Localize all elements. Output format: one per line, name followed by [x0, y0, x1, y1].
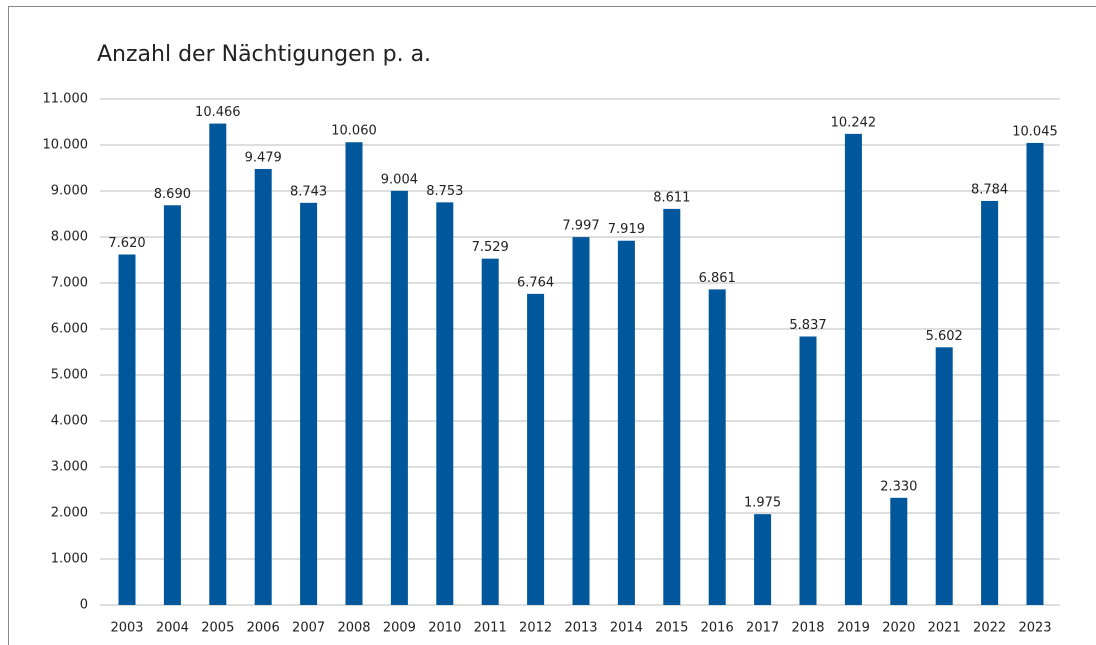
bar: [527, 293, 545, 605]
value-label: 7.529: [472, 240, 509, 255]
x-tick-label: 2013: [564, 621, 597, 636]
value-label: 7.997: [562, 219, 599, 234]
x-tick-label: 2008: [337, 621, 370, 636]
y-tick-label: 10.000: [43, 138, 89, 153]
x-tick-label: 2018: [791, 621, 824, 636]
value-label: 8.611: [653, 190, 690, 205]
bar: [390, 190, 408, 606]
y-tick-label: 11.000: [43, 92, 89, 107]
y-tick-label: 5.000: [51, 368, 88, 383]
x-tick-label: 2017: [746, 621, 779, 636]
y-tick-label: 6.000: [51, 322, 88, 337]
value-label: 9.004: [381, 172, 418, 187]
value-label: 2.330: [880, 479, 917, 494]
value-label: 7.919: [608, 222, 645, 237]
y-tick-label: 7.000: [51, 276, 88, 291]
x-tick-label: 2021: [928, 621, 961, 636]
value-label: 8.690: [154, 187, 191, 202]
value-label: 10.242: [831, 115, 877, 130]
value-label: 6.861: [699, 271, 736, 286]
x-tick-label: 2003: [110, 621, 143, 636]
y-tick-label: 4.000: [51, 414, 88, 429]
bar: [663, 208, 681, 606]
bar: [1026, 142, 1044, 605]
bar: [300, 202, 318, 605]
bar: [209, 123, 227, 606]
bar: [708, 289, 726, 605]
bar: [572, 237, 590, 605]
frame: [8, 6, 1096, 645]
x-tick-label: 2007: [292, 621, 325, 636]
value-label: 8.784: [971, 182, 1008, 197]
bar: [436, 202, 454, 605]
value-label: 10.060: [331, 124, 377, 139]
x-tick-label: 2014: [610, 621, 643, 636]
x-tick-label: 2016: [701, 621, 734, 636]
x-tick-label: 2009: [383, 621, 416, 636]
value-label: 5.837: [789, 318, 826, 333]
y-tick-label: 3.000: [51, 460, 88, 475]
bar: [118, 254, 136, 606]
bar: [754, 514, 772, 605]
value-label: 10.466: [195, 105, 241, 120]
value-label: 7.620: [108, 236, 145, 251]
x-tick-label: 2012: [519, 621, 552, 636]
chart-title: Anzahl der Nächtigungen p. a.: [97, 42, 431, 67]
y-tick-label: 0: [80, 598, 88, 613]
y-tick-label: 1.000: [51, 552, 88, 567]
y-tick-label: 9.000: [51, 184, 88, 199]
bar: [981, 200, 999, 605]
bar: [935, 347, 953, 605]
y-tick-label: 2.000: [51, 506, 88, 521]
bar: [163, 205, 181, 605]
bar: [799, 336, 817, 605]
bar: [844, 133, 862, 606]
bar: [890, 497, 908, 605]
value-label: 9.479: [245, 150, 282, 165]
value-label: 6.764: [517, 275, 554, 290]
x-tick-label: 2022: [973, 621, 1006, 636]
x-tick-label: 2005: [201, 621, 234, 636]
y-tick-label: 8.000: [51, 230, 88, 245]
value-label: 8.743: [290, 184, 327, 199]
x-tick-label: 2020: [882, 621, 915, 636]
x-tick-label: 2015: [655, 621, 688, 636]
x-tick-label: 2006: [247, 621, 280, 636]
x-tick-label: 2004: [156, 621, 189, 636]
bar: [254, 168, 272, 605]
bar: [481, 258, 499, 605]
x-tick-label: 2011: [474, 621, 507, 636]
x-tick-label: 2023: [1018, 621, 1051, 636]
value-label: 1.975: [744, 496, 781, 511]
bar: [345, 142, 363, 606]
value-label: 5.602: [926, 329, 963, 344]
value-label: 8.753: [426, 184, 463, 199]
bar: [617, 240, 635, 605]
x-tick-label: 2019: [837, 621, 870, 636]
x-tick-label: 2010: [428, 621, 461, 636]
value-label: 10.045: [1012, 124, 1058, 139]
